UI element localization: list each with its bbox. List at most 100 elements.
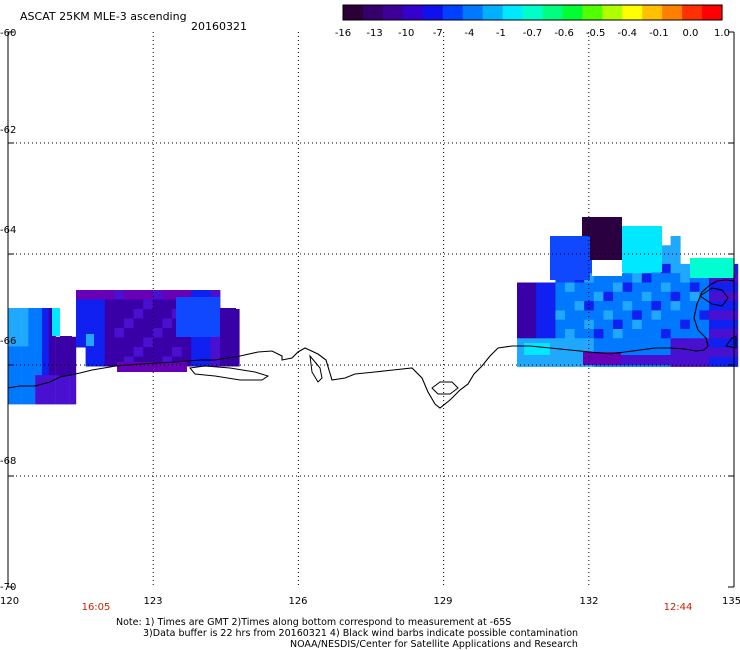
wind-cell [603, 329, 614, 339]
wind-cell [42, 356, 49, 366]
wind-cell [670, 273, 681, 284]
wind-data-cells [8, 217, 739, 405]
wind-cell [709, 282, 719, 293]
wind-cell [565, 319, 575, 330]
wind-cell [709, 347, 719, 358]
wind-cell [104, 290, 115, 300]
coastline-island [699, 287, 729, 307]
colorbar-swatch [502, 5, 524, 20]
time-label-end: 12:44 [663, 602, 693, 613]
wind-cell [8, 375, 15, 386]
wind-cell [574, 338, 585, 349]
wind-cell [124, 299, 134, 310]
wind-cell [574, 319, 585, 330]
wind-cell [69, 384, 77, 395]
wind-cell [689, 301, 700, 312]
wind-cell [699, 329, 710, 339]
wind-cell [661, 291, 671, 302]
wind-cell [14, 317, 22, 328]
wind-cell [21, 356, 29, 366]
coastline-island [431, 381, 459, 395]
wind-cell [133, 328, 144, 338]
wind-cell [124, 290, 134, 300]
wind-cell [152, 337, 163, 348]
wind-cell [114, 356, 125, 367]
wind-cell [661, 263, 671, 274]
wind-cell [651, 282, 662, 293]
wind-cell [536, 356, 547, 367]
wind-cell [603, 273, 614, 284]
latitude-label: -60 [0, 28, 17, 39]
wind-cell [85, 356, 96, 367]
wind-cell [592, 260, 622, 276]
product-title: ASCAT 25KM MLE-3 ascending [20, 10, 187, 23]
wind-cell [661, 347, 671, 358]
wind-cell [517, 291, 527, 302]
wind-cell [21, 384, 29, 395]
wind-cell [641, 329, 652, 339]
wind-cell [680, 282, 691, 293]
wind-cell [545, 301, 556, 312]
wind-cell [95, 309, 106, 319]
wind-cell [191, 356, 202, 367]
wind-cell [728, 338, 739, 349]
wind-cell [622, 282, 633, 293]
wind-cell [670, 347, 681, 358]
latitude-label: -70 [0, 582, 17, 593]
wind-cell [124, 347, 134, 357]
wind-cell [114, 328, 125, 338]
wind-cell [651, 319, 662, 330]
wind-cell [69, 365, 77, 376]
wind-cell [133, 290, 144, 300]
wind-cell [8, 365, 15, 376]
wind-cell [152, 328, 163, 338]
wind-cell [728, 356, 739, 367]
wind-cell [8, 384, 15, 395]
wind-cell [603, 301, 614, 312]
wind-cell [21, 375, 29, 386]
wind-cell [8, 317, 15, 328]
wind-cell [670, 245, 681, 256]
wind-cell [60, 336, 72, 376]
wind-cell [565, 347, 575, 358]
wind-cell [718, 273, 729, 284]
wind-cell [152, 309, 163, 319]
wind-cell [689, 338, 700, 349]
wind-cell [565, 310, 575, 321]
wind-cell [651, 301, 662, 312]
wind-cell [14, 384, 22, 395]
wind-cell [55, 346, 63, 357]
colorbar-tick-label: 1.0 [714, 28, 730, 39]
wind-cell [48, 346, 56, 357]
wind-cell [114, 309, 125, 319]
time-label-start: 16:05 [81, 602, 111, 613]
wind-cell [728, 282, 739, 293]
latitude-label: -62 [0, 125, 17, 136]
wind-cell [28, 336, 36, 347]
wind-cell [584, 338, 595, 349]
wind-cell [35, 384, 43, 395]
wind-cell [718, 310, 729, 321]
wind-cell [143, 337, 154, 348]
wind-cell [680, 291, 691, 302]
wind-cell [210, 290, 221, 300]
wind-cell [76, 318, 86, 329]
wind-cell [661, 273, 671, 284]
wind-cell [680, 347, 691, 358]
wind-cell [85, 299, 96, 310]
wind-cell [21, 336, 29, 347]
wind-cell [536, 282, 547, 293]
wind-cell [162, 309, 173, 319]
colorbar-swatch [522, 5, 544, 20]
wind-cell [517, 329, 527, 339]
wind-cell [622, 301, 633, 312]
colorbar-swatch [343, 5, 364, 20]
wind-cell [526, 310, 537, 321]
wind-cell [622, 273, 633, 284]
colorbar-swatch [602, 5, 623, 20]
latitude-label: -68 [0, 456, 17, 467]
wind-cell [35, 327, 43, 338]
coastline [7, 279, 735, 409]
wind-cell [550, 236, 590, 280]
